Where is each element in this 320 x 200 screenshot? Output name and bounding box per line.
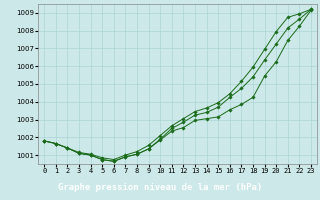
Text: Graphe pression niveau de la mer (hPa): Graphe pression niveau de la mer (hPa)	[58, 182, 262, 192]
